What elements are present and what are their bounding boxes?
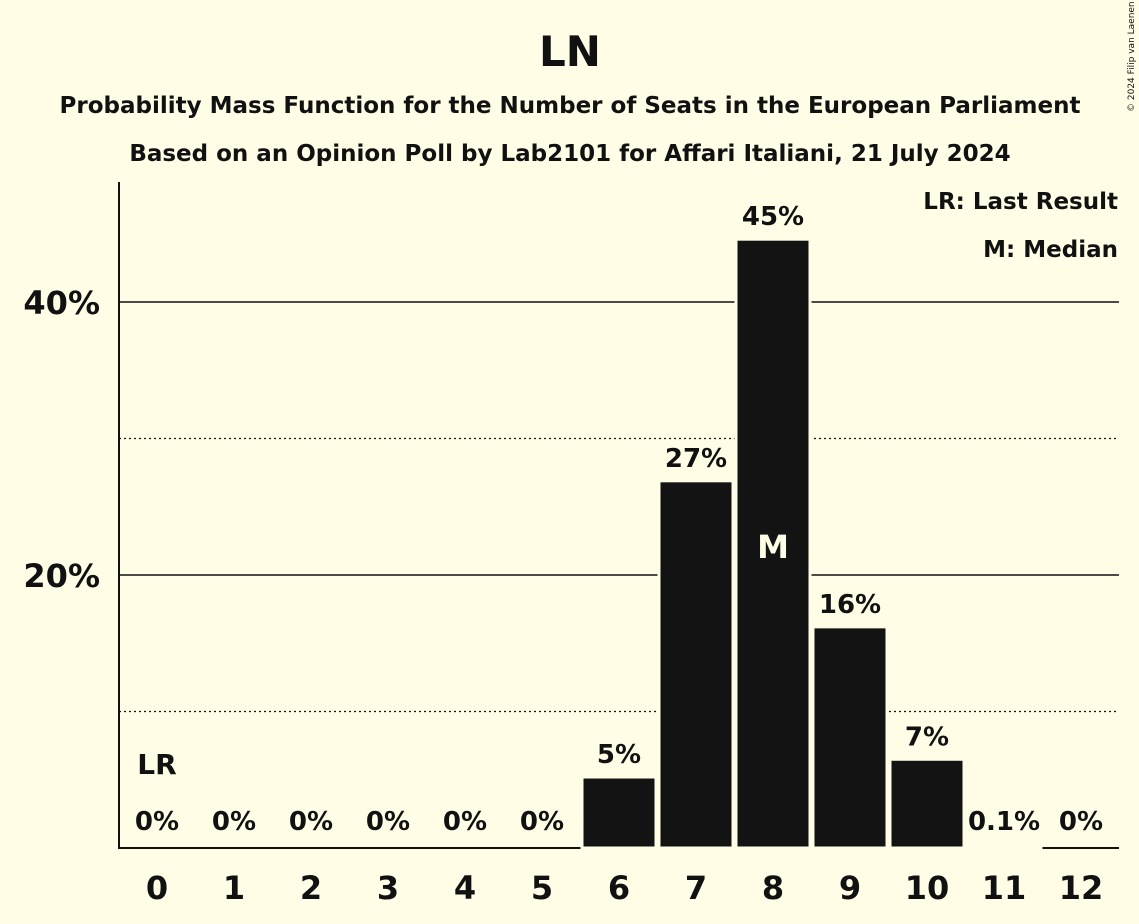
x-tick-label: 2 [300,869,322,907]
data-label: 0% [520,807,564,837]
y-tick-label: 20% [23,557,100,595]
chart-subtitle: Probability Mass Function for the Number… [60,93,1081,119]
bar-seat-7 [657,479,735,850]
x-tick-label: 12 [1059,869,1104,907]
bar-seat-6 [580,775,658,850]
x-tick-label: 9 [839,869,861,907]
data-label: 0% [289,807,333,837]
chart-subtitle-2: Based on an Opinion Poll by Lab2101 for … [129,141,1010,167]
x-tick-label: 4 [454,869,476,907]
data-label: 0% [443,807,487,837]
copyright: © 2024 Filip van Laenen [1127,1,1137,112]
bar-seat-10 [888,757,966,850]
y-tick-label: 40% [23,284,100,322]
x-tick-label: 1 [223,869,245,907]
data-label: 16% [819,590,881,620]
data-label: 0% [1059,807,1103,837]
data-label: 0% [366,807,410,837]
median-marker: M [757,528,789,566]
legend-last-result: LR: Last Result [923,189,1118,215]
x-tick-label: 7 [685,869,707,907]
legend-median: M: Median [983,237,1118,263]
x-tick-label: 0 [146,869,168,907]
data-label: 0% [212,807,256,837]
bar-seat-11 [965,845,1043,850]
data-label: 0.1% [968,807,1040,837]
last-result-marker: LR [137,748,176,781]
chart-title: LN [539,27,601,76]
data-label: 27% [665,444,727,474]
data-label: 5% [597,740,641,770]
bar-seat-8 [734,237,812,850]
bar-seat-9 [811,625,889,850]
x-tick-label: 11 [982,869,1027,907]
data-label: 7% [905,722,949,752]
data-label: 0% [135,807,179,837]
x-tick-label: 3 [377,869,399,907]
x-tick-label: 5 [531,869,553,907]
data-label: 45% [742,202,804,232]
x-tick-label: 6 [608,869,630,907]
x-tick-label: 8 [762,869,784,907]
x-tick-label: 10 [905,869,950,907]
